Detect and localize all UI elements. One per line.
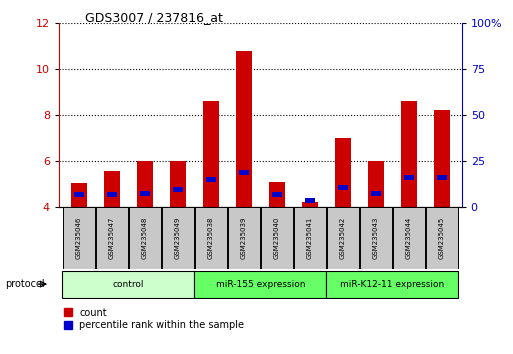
Bar bbox=[95, 207, 128, 269]
Text: GSM235045: GSM235045 bbox=[439, 217, 445, 259]
Bar bbox=[194, 270, 326, 298]
Bar bbox=[327, 207, 359, 269]
Bar bbox=[62, 270, 194, 298]
Bar bbox=[368, 161, 384, 207]
Legend: count, percentile rank within the sample: count, percentile rank within the sample bbox=[64, 308, 244, 330]
Text: GSM235046: GSM235046 bbox=[76, 217, 82, 259]
Bar bbox=[371, 191, 381, 196]
Text: GSM235047: GSM235047 bbox=[109, 217, 115, 259]
Bar bbox=[63, 207, 95, 269]
Text: GSM235043: GSM235043 bbox=[373, 217, 379, 259]
Bar bbox=[104, 171, 120, 207]
Text: GSM235048: GSM235048 bbox=[142, 217, 148, 259]
Bar bbox=[261, 207, 293, 269]
Bar bbox=[302, 202, 318, 207]
Text: miR-K12-11 expression: miR-K12-11 expression bbox=[340, 280, 444, 289]
Bar bbox=[393, 207, 425, 269]
Bar bbox=[426, 207, 458, 269]
Bar bbox=[433, 110, 450, 207]
Bar bbox=[437, 175, 447, 180]
Text: GSM235038: GSM235038 bbox=[208, 217, 214, 259]
Bar bbox=[206, 177, 216, 182]
Bar bbox=[401, 101, 417, 207]
Bar bbox=[107, 192, 117, 197]
Text: control: control bbox=[112, 280, 144, 289]
Text: miR-155 expression: miR-155 expression bbox=[215, 280, 305, 289]
Bar bbox=[129, 207, 161, 269]
Bar bbox=[194, 207, 227, 269]
Bar bbox=[269, 182, 285, 207]
Bar bbox=[293, 207, 326, 269]
Text: GSM235049: GSM235049 bbox=[175, 217, 181, 259]
Text: GSM235042: GSM235042 bbox=[340, 217, 346, 259]
Bar bbox=[74, 192, 84, 197]
Text: GSM235039: GSM235039 bbox=[241, 217, 247, 259]
Bar bbox=[71, 183, 87, 207]
Bar bbox=[173, 187, 183, 192]
Bar bbox=[136, 161, 153, 207]
Bar bbox=[404, 175, 414, 180]
Bar bbox=[360, 207, 392, 269]
Text: GSM235044: GSM235044 bbox=[406, 217, 412, 259]
Bar bbox=[239, 170, 249, 175]
Text: GSM235040: GSM235040 bbox=[274, 217, 280, 259]
Bar bbox=[334, 138, 351, 207]
Bar bbox=[326, 270, 459, 298]
Bar bbox=[203, 101, 219, 207]
Text: protocol: protocol bbox=[5, 279, 45, 289]
Bar bbox=[228, 207, 260, 269]
Bar bbox=[162, 207, 194, 269]
Text: GSM235041: GSM235041 bbox=[307, 217, 313, 259]
Bar bbox=[140, 191, 150, 196]
Bar bbox=[170, 161, 186, 207]
Bar bbox=[235, 51, 252, 207]
Bar bbox=[272, 192, 282, 197]
Text: GDS3007 / 237816_at: GDS3007 / 237816_at bbox=[85, 11, 223, 24]
Bar bbox=[338, 185, 348, 190]
Bar bbox=[305, 198, 315, 203]
